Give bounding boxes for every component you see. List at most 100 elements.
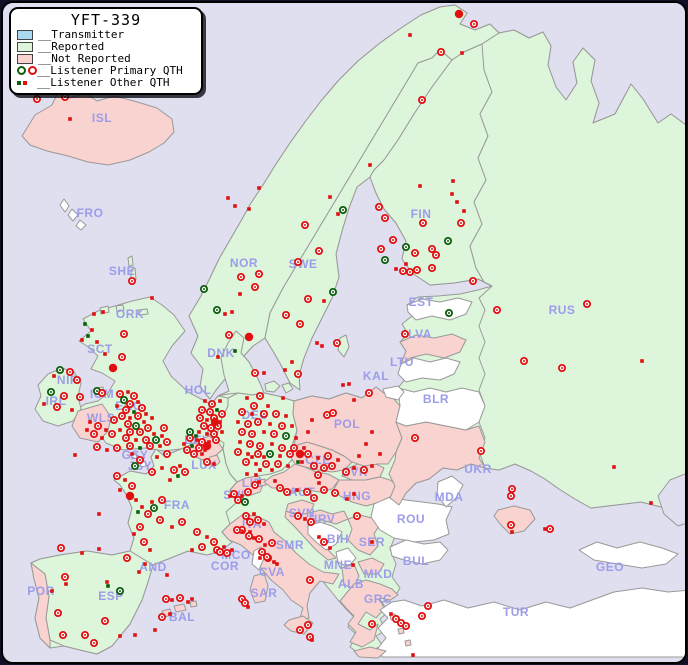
listener-other-marker [320, 344, 324, 348]
listener-primary-marker [128, 481, 137, 490]
listener-primary-marker [189, 449, 198, 458]
country-MDA [436, 475, 464, 508]
listener-primary-marker-reported [120, 395, 129, 404]
listener-primary-marker [405, 267, 414, 276]
listener-primary-marker [240, 599, 249, 608]
listener-primary-marker [241, 511, 250, 520]
listener-primary-marker [57, 544, 66, 553]
country-label-NIR: NIR [57, 373, 79, 387]
listener-primary-marker [254, 269, 263, 278]
listener-other-marker [252, 536, 256, 540]
listener-other-marker [230, 548, 234, 552]
listener-other-marker [97, 512, 101, 516]
country-label-MKD: MKD [364, 567, 393, 581]
listener-primary-marker [328, 408, 337, 417]
listener-other-marker [130, 452, 134, 456]
listener-other-marker [263, 543, 267, 547]
listener-primary-marker [303, 621, 312, 630]
country-label-LVA: LVA [408, 327, 432, 341]
listener-other-marker [64, 582, 68, 586]
listener-primary-marker [108, 429, 117, 438]
listener-primary-marker [427, 263, 436, 272]
listener-primary-marker [277, 421, 286, 430]
listener-primary-marker [135, 455, 144, 464]
listener-primary-marker [254, 535, 263, 544]
listener-primary-marker-reported [131, 421, 140, 430]
listener-primary-marker [275, 483, 284, 492]
listener-other-marker-reported [86, 334, 90, 338]
country-LVA [399, 333, 467, 365]
country-SAR [249, 572, 269, 604]
listener-primary-marker [147, 467, 156, 476]
listener-other-marker [247, 207, 251, 211]
country-ROU [370, 496, 453, 543]
listener-primary-marker-reported [47, 387, 56, 396]
listener-primary-marker-reported [338, 205, 347, 214]
listener-other-marker [85, 428, 89, 432]
listener-primary-marker [257, 548, 266, 557]
listener-primary-marker [271, 409, 280, 418]
listener-primary-marker [244, 532, 253, 541]
listener-primary-marker [169, 465, 178, 474]
listener-other-marker [168, 478, 172, 482]
listener-other-marker [266, 404, 270, 408]
listener-primary-marker-reported [56, 365, 65, 374]
listener-primary-marker [309, 493, 318, 502]
island-shape-24 [657, 473, 685, 527]
listener-other-marker-reported [132, 410, 136, 414]
listener-primary-marker [427, 244, 436, 253]
listener-other-marker [290, 360, 294, 364]
listener-primary-marker [255, 391, 264, 400]
listener-primary-marker [54, 609, 63, 618]
listener-primary-marker [93, 442, 102, 451]
country-label-BIH: BIH [327, 532, 349, 546]
listener-other-marker [283, 368, 287, 372]
listener-other-marker [310, 638, 314, 642]
country-label-ALB: ALB [338, 577, 364, 591]
listener-other-marker [345, 497, 349, 501]
listener-primary-marker [137, 403, 146, 412]
listener-primary-marker [249, 401, 258, 410]
listener-other-marker [248, 530, 252, 534]
listener-primary-marker [233, 495, 242, 504]
country-LTU [397, 357, 461, 383]
listener-other-marker [118, 488, 122, 492]
listener-other-marker [245, 472, 249, 476]
reported-swatch [17, 41, 33, 52]
listener-primary-marker [558, 363, 567, 372]
listener-primary-marker-reported [265, 449, 274, 458]
listener-other-marker [278, 454, 282, 458]
listener-primary-marker [66, 367, 75, 376]
listener-other-marker [216, 355, 220, 359]
listener-primary-marker [253, 516, 262, 525]
country-label-SAR: SAR [251, 586, 278, 600]
not-reported-swatch [17, 53, 33, 64]
listener-primary-marker [116, 389, 125, 398]
country-GEO [578, 541, 679, 569]
listener-primary-marker [237, 427, 246, 436]
listener-other-marker [270, 468, 274, 472]
listener-primary-marker [546, 525, 555, 534]
listener-other-marker [134, 498, 138, 502]
listener-primary-marker [217, 409, 226, 418]
listener-other-marker-reported [233, 349, 237, 353]
country-MKD [357, 557, 385, 575]
listener-other-marker [104, 428, 108, 432]
listener-primary-marker-reported [380, 255, 389, 264]
listener-other-marker [123, 478, 127, 482]
listener-other-marker [143, 562, 147, 566]
listener-other-marker-reported [176, 474, 180, 478]
listener-other-marker [336, 458, 340, 462]
listener-primary-marker [492, 305, 501, 314]
country-label-SHE: SHE [109, 264, 135, 278]
country-label-DNK: DNK [207, 346, 235, 360]
listener-other-marker [150, 416, 154, 420]
country-label-KAL: KAL [363, 369, 389, 383]
listener-other-marker [155, 455, 159, 459]
listener-primary-marker-reported [185, 427, 194, 436]
island-shape-0 [59, 198, 70, 213]
listener-primary-marker [53, 402, 62, 411]
listener-primary-marker [412, 265, 421, 274]
listener-other-marker [262, 522, 266, 526]
